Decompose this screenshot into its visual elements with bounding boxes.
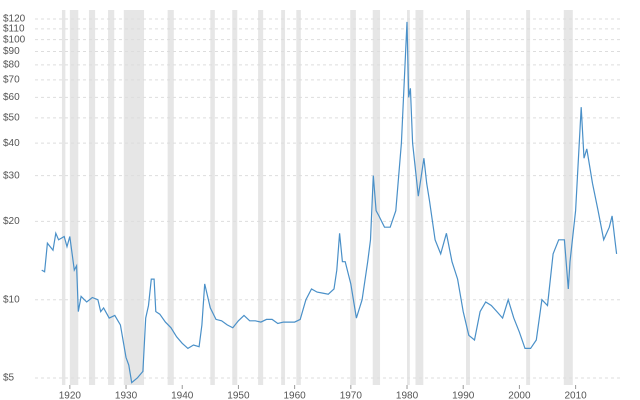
x-tick-label: 1930 <box>115 391 138 400</box>
x-tick-label: 1960 <box>284 391 307 400</box>
recession-band <box>350 10 356 385</box>
recession-band <box>232 10 238 385</box>
y-tick-label: $90 <box>3 46 20 57</box>
y-tick-label: $100 <box>3 34 26 45</box>
recession-band <box>210 10 215 385</box>
recession-band <box>258 10 264 385</box>
recession-band <box>61 10 66 385</box>
x-tick-label: 2010 <box>564 391 587 400</box>
y-tick-label: $30 <box>3 170 20 181</box>
x-tick-label: 1920 <box>59 391 82 400</box>
y-tick-label: $70 <box>3 75 20 86</box>
y-tick-label: $120 <box>3 14 26 25</box>
y-tick-label: $40 <box>3 138 20 149</box>
x-tick-label: 1950 <box>227 391 250 400</box>
recession-band <box>88 10 96 385</box>
recession-band <box>69 10 79 385</box>
price-line <box>41 21 618 384</box>
x-tick-label: 1990 <box>452 391 475 400</box>
recession-band <box>407 10 410 385</box>
recession-band <box>296 10 301 385</box>
x-tick-label: 1970 <box>340 391 363 400</box>
recession-band <box>415 10 424 385</box>
recession-band <box>167 10 174 385</box>
x-tick-label: 1940 <box>171 391 194 400</box>
x-tick-label: 1980 <box>396 391 419 400</box>
recession-band <box>372 10 381 385</box>
recession-band <box>466 10 470 385</box>
recession-band <box>123 10 145 385</box>
recession-band <box>281 10 286 385</box>
y-tick-label: $50 <box>3 113 20 124</box>
y-tick-label: $10 <box>3 294 20 305</box>
recession-band <box>563 10 573 385</box>
y-tick-label: $80 <box>3 59 20 70</box>
y-tick-label: $20 <box>3 216 20 227</box>
recession-band <box>108 10 115 385</box>
y-tick-label: $5 <box>3 373 15 384</box>
y-tick-label: $60 <box>3 92 20 103</box>
x-tick-label: 2000 <box>508 391 531 400</box>
y-tick-label: $110 <box>3 24 25 35</box>
recession-band <box>526 10 531 385</box>
